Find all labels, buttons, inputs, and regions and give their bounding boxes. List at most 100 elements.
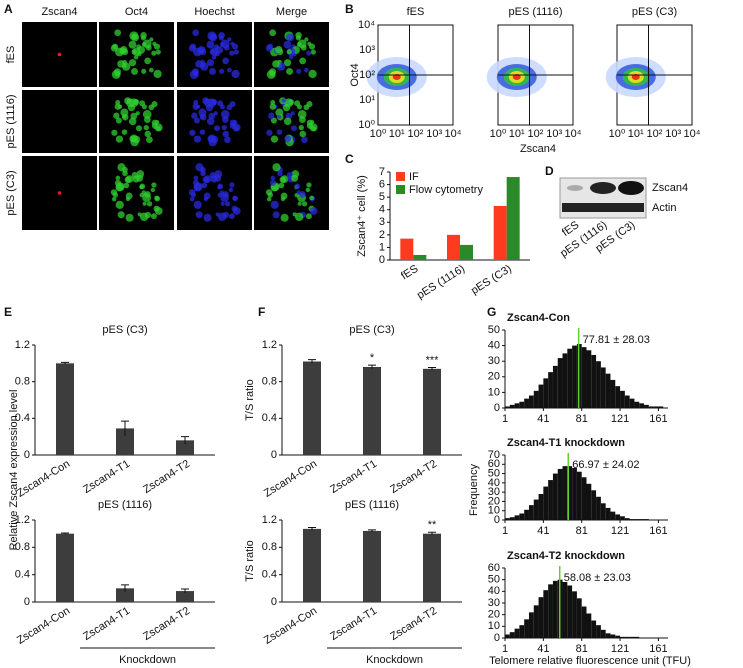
histogram-bar	[514, 628, 520, 638]
panel-label: C	[345, 152, 354, 166]
cell	[286, 33, 295, 42]
cell	[123, 182, 130, 189]
histogram-bar	[572, 345, 577, 408]
y-tick-label: 0.4	[262, 412, 277, 424]
cell	[281, 98, 287, 103]
cell	[129, 135, 137, 143]
histogram-bar	[519, 401, 525, 408]
cell	[141, 104, 147, 110]
significance: **	[428, 519, 437, 531]
cell	[217, 212, 227, 222]
error-bar	[428, 366, 436, 371]
y-tick-label: 0	[271, 596, 277, 608]
annotation: 58.08 ± 23.03	[564, 572, 631, 584]
cell	[151, 101, 158, 108]
cell	[141, 190, 146, 195]
histogram-bar	[600, 367, 606, 408]
cell	[114, 29, 122, 37]
y-tick-label: 60	[488, 562, 500, 574]
y-tick-label: 0.8	[262, 376, 277, 388]
cell	[228, 213, 235, 220]
x-tick-label: 10⁰	[490, 128, 507, 140]
image	[99, 156, 174, 230]
image	[177, 156, 252, 230]
histogram-bar	[557, 358, 563, 408]
cell	[280, 196, 286, 202]
panel-label: D	[545, 164, 554, 178]
legend-swatch	[396, 172, 405, 181]
panel-label: B	[345, 2, 354, 16]
histogram-bar	[653, 406, 659, 408]
histogram-bar	[576, 471, 582, 520]
x-tick-label: 10⁴	[684, 128, 701, 140]
histogram-bar	[624, 395, 630, 408]
cell	[209, 67, 217, 75]
cell	[308, 69, 317, 79]
cell	[304, 67, 309, 73]
cell	[276, 114, 282, 119]
band	[562, 203, 644, 212]
channel-label: Hoechst	[194, 6, 234, 18]
cell	[204, 98, 210, 103]
cell	[143, 116, 151, 123]
y-tick-label: 0.4	[15, 412, 30, 424]
cell	[150, 213, 157, 220]
x-tick-label: Zscan4-T2	[388, 605, 439, 643]
cell	[151, 182, 157, 188]
bar	[303, 528, 321, 602]
cell	[114, 71, 121, 77]
y-tick-label: 1.2	[262, 514, 277, 526]
y-tick-label: 0	[494, 402, 500, 414]
histogram-bar	[509, 404, 515, 408]
cell	[192, 103, 200, 110]
cell	[202, 176, 210, 183]
cell	[189, 196, 195, 202]
band-label: Actin	[652, 202, 676, 214]
histogram-bar	[538, 494, 544, 520]
cell	[301, 136, 308, 144]
cell	[149, 67, 154, 73]
histogram-bar	[615, 635, 621, 638]
x-tick-label: 10³	[665, 128, 681, 140]
cell	[117, 60, 125, 68]
cell	[131, 49, 137, 55]
cell	[131, 33, 140, 42]
cell	[110, 189, 118, 196]
cell	[188, 44, 196, 52]
cell	[125, 213, 134, 222]
cell	[284, 135, 292, 143]
cell	[221, 124, 227, 131]
cell	[122, 170, 128, 177]
x-tick-label: 1	[502, 413, 508, 425]
band-label: Zscan4	[652, 182, 688, 194]
cell	[232, 195, 238, 201]
cell	[199, 114, 205, 119]
histogram-bar	[586, 613, 592, 638]
x-tick-label: pES (1116)	[415, 263, 467, 302]
histogram-bar	[514, 403, 520, 408]
cell	[155, 49, 161, 55]
cell	[192, 71, 199, 77]
cell	[128, 117, 137, 126]
y-tick-label: 1.2	[15, 514, 30, 526]
cell	[192, 29, 200, 37]
x-tick-label: 10⁴	[565, 128, 582, 140]
cell	[149, 37, 154, 42]
x-tick-label: pES (C3)	[469, 263, 514, 297]
x-tick-label: 10⁰	[609, 128, 626, 140]
histogram-bar	[543, 378, 549, 408]
cell	[201, 182, 208, 189]
cell	[270, 135, 279, 143]
x-tick-label: 161	[649, 643, 667, 655]
group-label: Knockdown	[119, 654, 176, 666]
band	[567, 185, 583, 191]
error-bar	[428, 531, 436, 536]
cell	[294, 212, 304, 222]
histogram-bar	[514, 515, 520, 520]
x-tick-label: Zscan4-Con	[262, 458, 319, 500]
x-tick-label: Zscan4-Con	[262, 605, 319, 647]
cell	[301, 201, 308, 207]
channel-label: Oct4	[125, 6, 148, 18]
histogram-bar	[548, 372, 553, 408]
cell	[121, 129, 128, 135]
